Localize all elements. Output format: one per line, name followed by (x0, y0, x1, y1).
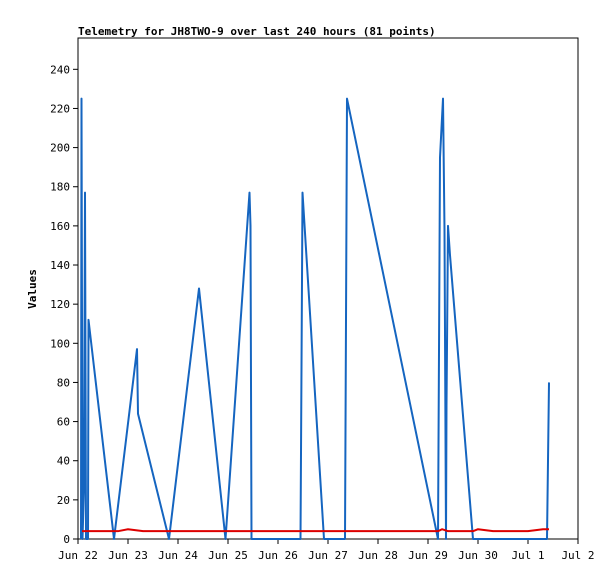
y-tick-label: 40 (57, 455, 70, 468)
y-tick-label: 200 (50, 142, 70, 155)
y-tick-label: 240 (50, 63, 70, 76)
x-tick-label: Jun 29 (408, 549, 448, 562)
series-layer (80, 97, 550, 540)
x-tick-label: Jun 28 (358, 549, 398, 562)
y-tick-label: 0 (63, 533, 70, 546)
y-axis: 0 20 40 60 80 100 120 140 160 180 200 220 240 (50, 63, 78, 546)
series-line-1 (80, 97, 550, 540)
y-tick-label: 160 (50, 220, 70, 233)
y-tick-label: 220 (50, 102, 70, 115)
y-tick-label: 20 (57, 494, 70, 507)
y-tick-label: 140 (50, 259, 70, 272)
y-tick-label: 60 (57, 416, 70, 429)
x-tick-label: Jun 22 (58, 549, 98, 562)
x-tick-label: Jul 2 (561, 549, 594, 562)
y-axis-label: Values (26, 269, 39, 309)
x-tick-label: Jun 26 (258, 549, 298, 562)
chart-title: Telemetry for JH8TWO-9 over last 240 hou… (78, 25, 436, 38)
y-tick-label: 100 (50, 337, 70, 350)
y-tick-label: 180 (50, 181, 70, 194)
y-tick-label: 120 (50, 298, 70, 311)
x-tick-label: Jul 1 (511, 549, 544, 562)
x-tick-label: Jun 30 (458, 549, 498, 562)
x-tick-label: Jun 24 (158, 549, 198, 562)
x-axis: Jun 22 Jun 23 Jun 24 Jun 25 Jun 26 Jun 27 Jun … (58, 539, 595, 562)
x-tick-label: Jun 25 (208, 549, 248, 562)
x-tick-label: Jun 23 (108, 549, 148, 562)
x-tick-label: Jun 27 (308, 549, 348, 562)
series-line-2 (82, 528, 549, 533)
y-tick-label: 80 (57, 376, 70, 389)
